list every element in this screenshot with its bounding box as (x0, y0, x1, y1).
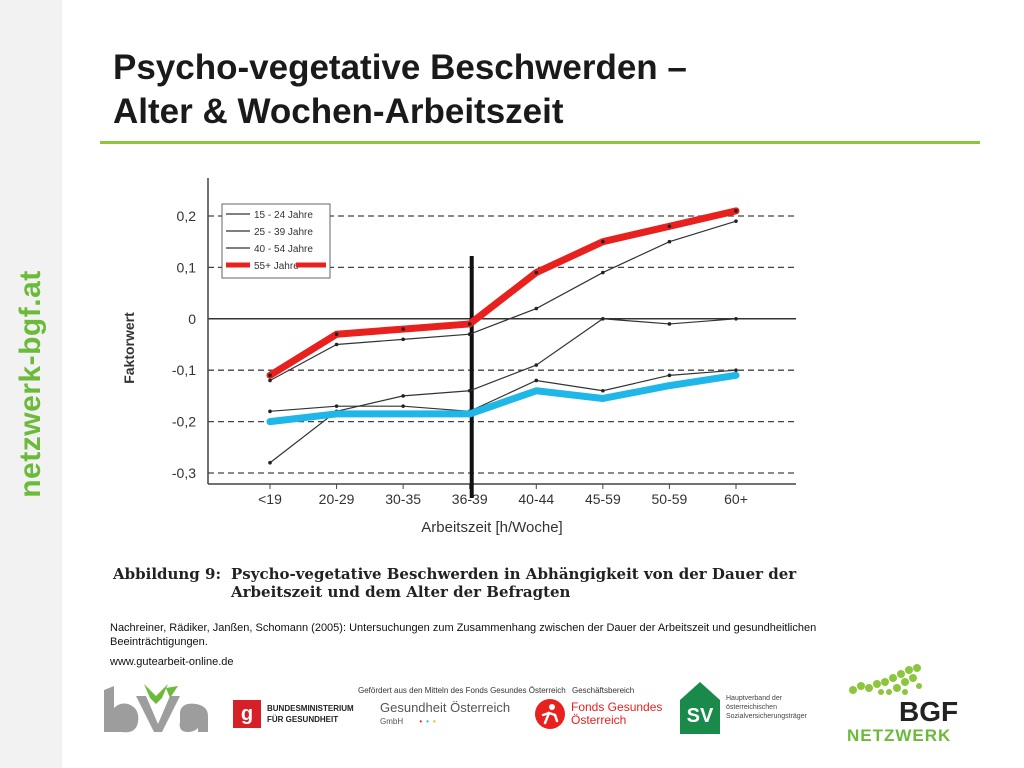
data-point (401, 394, 405, 398)
figure-caption: Abbildung 9: Psycho-vegetative Beschwerde… (113, 565, 796, 601)
data-point (467, 322, 472, 326)
bgf-wordmark: BGF (899, 696, 959, 727)
y-tick-label: 0,2 (177, 208, 197, 224)
data-point (334, 404, 339, 408)
hv-line2: österreichischen (726, 704, 777, 711)
side-strip: netzwerk-bgf.at (0, 0, 62, 768)
chart: 0,2 0,1 0 -0,1 -0,2 -0,3 <19 20-29 30-35 36-39 40-… (121, 178, 796, 536)
office-note: Geschäftsbereich (572, 686, 635, 695)
fgoe-logo: Fonds Gesundes Österreich (535, 697, 665, 731)
data-point (268, 409, 272, 414)
data-point (667, 322, 672, 326)
sv-emblem-icon: SV (680, 682, 720, 734)
y-tick-label: -0,2 (172, 414, 196, 430)
netzwerk-wordmark: NETZWERK (847, 726, 952, 745)
fgoe-emblem-icon (535, 699, 565, 729)
data-point (534, 306, 539, 311)
title-divider (100, 141, 980, 144)
x-tick-label: 40-44 (518, 491, 554, 507)
x-tick-label: 30-35 (385, 491, 421, 507)
data-point (734, 209, 738, 213)
funding-note: Gefördert aus den Mitteln des Fonds Gesu… (358, 686, 566, 695)
data-point (467, 388, 472, 393)
source-url[interactable]: www.gutearbeit-online.de (110, 656, 234, 668)
series-line-55-plus (266, 207, 740, 379)
page-title-line1: Psycho-vegetative Beschwerden – (113, 48, 687, 87)
series-line (269, 220, 737, 382)
x-tick-label: 50-59 (652, 491, 688, 507)
ministry-emblem-icon: g (233, 700, 261, 728)
data-point (401, 337, 405, 342)
legend-label: 15 - 24 Jahre (254, 210, 313, 221)
data-point (334, 342, 339, 347)
data-point (534, 270, 539, 275)
ministry-line2: FÜR GESUNDHEIT (267, 715, 339, 724)
data-point (268, 378, 272, 383)
ministry-line1: BUNDESMINISTERIUM (267, 704, 354, 713)
hv-line3: Sozialversicherungsträger (726, 713, 807, 720)
legend: 15 - 24 Jahre 25 - 39 Jahre 40 - 54 Jahre 5… (221, 203, 331, 279)
data-point (534, 378, 539, 383)
caption-line2: Arbeitszeit und dem Alter der Befragten (231, 583, 571, 601)
x-tick-label: 36-39 (452, 491, 488, 507)
data-point (667, 224, 672, 229)
goe-name: Gesundheit Österreich (380, 700, 511, 715)
data-point (667, 239, 672, 244)
ministry-logo: g BUNDESMINISTERIUM FÜR GESUNDHEIT (233, 700, 354, 732)
source-citation: Nachreiner, Rädiker, Janßen, Schomann (2… (110, 622, 817, 648)
x-axis-label: Arbeitszeit [h/Woche] (421, 519, 562, 536)
y-tick-label: -0,3 (172, 465, 196, 481)
legend-label: 40 - 54 Jahre (254, 244, 313, 255)
data-point (601, 388, 605, 393)
svg-text:SV: SV (687, 705, 714, 727)
data-point (401, 327, 405, 331)
data-point (734, 219, 738, 223)
data-point (268, 460, 272, 465)
data-point (268, 373, 272, 378)
goe-suffix: GmbH (380, 717, 404, 726)
grid-layer (208, 215, 796, 474)
x-tick-label: <19 (258, 491, 282, 507)
hv-logo: SV Hauptverband der österreichischen Soz… (680, 682, 820, 734)
data-point (734, 317, 738, 321)
series-layer (266, 207, 740, 498)
y-tick-label: -0,1 (172, 362, 196, 378)
data-point (401, 404, 405, 408)
bgf-netzwerk-logo: BGF NETZWERK (845, 660, 975, 745)
x-tick-label: 60+ (724, 491, 748, 507)
y-tick-label: 0,1 (177, 259, 197, 275)
legend-label: 25 - 39 Jahre (254, 227, 313, 238)
data-point (667, 373, 672, 378)
x-tick-label: 45-59 (585, 491, 621, 507)
data-point (334, 332, 339, 337)
page-title-line2: Alter & Wochen-Arbeitszeit (113, 92, 564, 131)
data-point (734, 368, 738, 372)
fgoe-line2: Österreich (571, 713, 627, 727)
side-brand-label: netzwerk-bgf.at (14, 270, 47, 498)
bva-logo: bva (100, 682, 212, 734)
y-axis-label: Faktorwert (121, 312, 137, 384)
data-point (467, 332, 472, 337)
series-line (269, 369, 737, 412)
hv-line1: Hauptverband der (726, 695, 783, 702)
series-line (269, 318, 737, 464)
highlight-line (266, 371, 740, 426)
page-title: Psycho-vegetative Beschwerden – Alter & … (113, 46, 687, 134)
legend-label: 55+ Jahre (254, 261, 299, 272)
x-tick-label: 20-29 (319, 491, 355, 507)
y-tick-label: 0 (188, 311, 196, 327)
data-point (601, 270, 605, 275)
data-point (534, 363, 539, 367)
fgoe-line1: Fonds Gesundes (571, 700, 663, 714)
goe-logo: Gesundheit Österreich GmbH • • • (380, 700, 520, 730)
caption-line1: Psycho-vegetative Beschwerden in Abhängi… (231, 565, 797, 583)
axis-layer: 0,2 0,1 0 -0,1 -0,2 -0,3 <19 20-29 30-35 36-39 40-… (172, 178, 796, 507)
data-point (601, 317, 605, 321)
austria-map-icon (849, 664, 922, 695)
caption-label: Abbildung 9: (113, 565, 221, 583)
data-point (601, 239, 605, 244)
